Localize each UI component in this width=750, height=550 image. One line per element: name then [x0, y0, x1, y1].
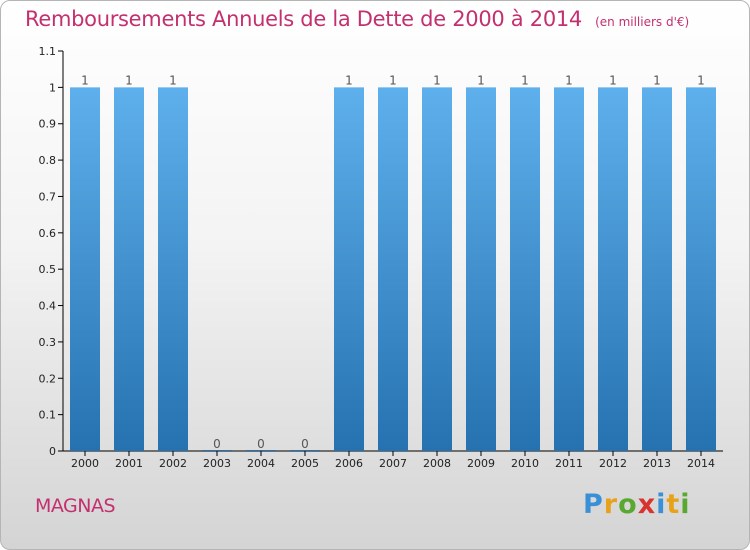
title-row: Remboursements Annuels de la Dette de 20… [25, 7, 689, 31]
x-tick-label-2010: 2010 [511, 457, 539, 470]
y-tick-label: 1 [49, 81, 56, 94]
data-label-2005: 0 [301, 437, 309, 451]
x-tick-label-2014: 2014 [687, 457, 715, 470]
data-label-2002: 1 [169, 73, 177, 87]
y-tick-label: 0.1 [39, 409, 57, 422]
bar-2001 [114, 87, 144, 451]
logo-letter: r [603, 489, 619, 520]
x-tick-label-2006: 2006 [335, 457, 363, 470]
data-label-2014: 1 [697, 73, 705, 87]
data-label-2001: 1 [125, 73, 133, 87]
x-tick-label-2004: 2004 [247, 457, 275, 470]
x-tick-label-2002: 2002 [159, 457, 187, 470]
data-label-2011: 1 [565, 73, 573, 87]
x-tick-label-2007: 2007 [379, 457, 407, 470]
y-tick-label: 0.5 [39, 263, 57, 276]
bar-2006 [334, 87, 364, 451]
data-label-2004: 0 [257, 437, 265, 451]
commune-name: MAGNAS [35, 495, 116, 517]
x-tick-label-2012: 2012 [599, 457, 627, 470]
bar-2010 [510, 87, 540, 451]
y-tick-label: 0.4 [39, 300, 57, 313]
y-tick-label: 0.9 [39, 118, 57, 131]
data-label-2006: 1 [345, 73, 353, 87]
chart-unit: (en milliers d'€) [595, 15, 690, 29]
data-label-2008: 1 [433, 73, 441, 87]
data-label-2009: 1 [477, 73, 485, 87]
bar-2007 [378, 87, 408, 451]
x-tick-label-2005: 2005 [291, 457, 319, 470]
logo-letter: o [618, 489, 638, 520]
bar-2011 [554, 87, 584, 451]
logo-letter: x [637, 489, 657, 520]
logo-letter: P [583, 489, 604, 520]
y-tick-label: 0.2 [39, 372, 57, 385]
x-tick-label-2008: 2008 [423, 457, 451, 470]
bar-2014 [686, 87, 716, 451]
bar-2000 [70, 87, 100, 451]
data-label-2003: 0 [213, 437, 221, 451]
data-label-2010: 1 [521, 73, 529, 87]
chart-title: Remboursements Annuels de la Dette de 20… [25, 7, 582, 31]
bar-2013 [642, 87, 672, 451]
bar-2008 [422, 87, 452, 451]
y-tick-label: 0.3 [39, 336, 57, 349]
logo-letter: t [666, 489, 681, 520]
x-tick-label-2003: 2003 [203, 457, 231, 470]
y-tick-label: 0.7 [39, 190, 57, 203]
y-tick-label: 0.6 [39, 227, 57, 240]
proxiti-logo: Proxiti [583, 489, 691, 520]
logo-letter: i [656, 489, 667, 520]
x-tick-label-2001: 2001 [115, 457, 143, 470]
y-tick-label: 1.1 [39, 45, 57, 58]
data-label-2013: 1 [653, 73, 661, 87]
x-tick-label-2009: 2009 [467, 457, 495, 470]
logo-letter: i [680, 489, 691, 520]
x-tick-label-2011: 2011 [555, 457, 583, 470]
data-label-2012: 1 [609, 73, 617, 87]
bar-2009 [466, 87, 496, 451]
y-tick-label: 0 [49, 445, 56, 458]
data-label-2000: 1 [81, 73, 89, 87]
data-label-2007: 1 [389, 73, 397, 87]
x-tick-label-2000: 2000 [71, 457, 99, 470]
x-tick-label-2013: 2013 [643, 457, 671, 470]
y-tick-label: 0.8 [39, 154, 57, 167]
bar-2012 [598, 87, 628, 451]
bar-2002 [158, 87, 188, 451]
